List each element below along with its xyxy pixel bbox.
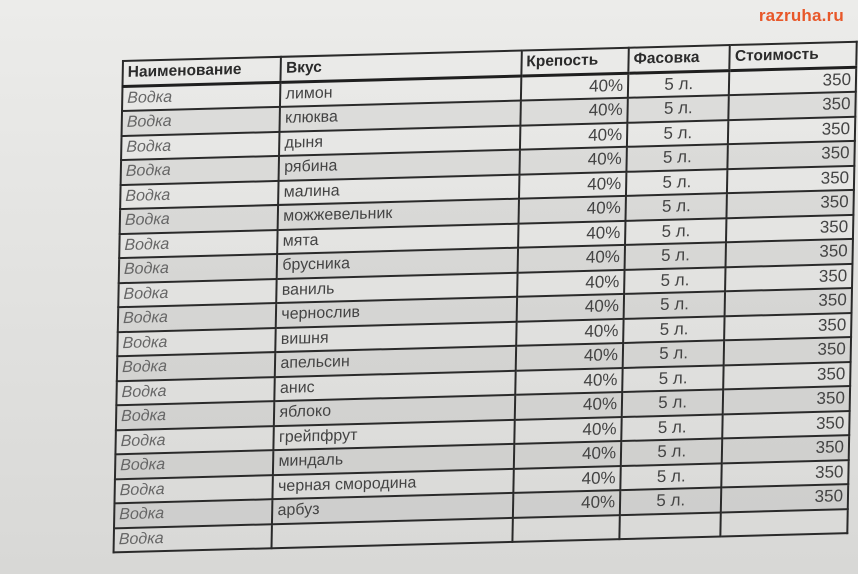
cell-price: 350: [729, 66, 857, 96]
price-list-table: Наименование Вкус Крепость Фасовка Стоим…: [113, 41, 858, 554]
cell-price: 350: [724, 337, 852, 365]
cell-strength: 40%: [515, 342, 624, 371]
cell-package: 5 л.: [627, 70, 730, 98]
header-strength: Крепость: [521, 47, 629, 76]
cell-name: Водка: [113, 523, 273, 553]
cell-price: 350: [724, 312, 852, 341]
cell-package: 5 л.: [625, 193, 728, 221]
cell-package: 5 л.: [624, 266, 726, 294]
header-package: Фасовка: [628, 45, 731, 73]
cell-package: 5 л.: [625, 217, 727, 245]
cell-strength: 40%: [518, 195, 627, 224]
cell-price: 350: [728, 91, 856, 120]
cell-strength: 40%: [513, 441, 622, 469]
cell-strength: 40%: [516, 269, 625, 297]
cell-package: 5 л.: [621, 413, 724, 442]
cell-strength: 40%: [520, 97, 628, 126]
cell-package: 5 л.: [619, 487, 722, 515]
cell-price: 350: [727, 140, 855, 169]
cell-strength: 40%: [513, 465, 621, 493]
cell-package: 5 л.: [623, 315, 725, 343]
cell-price: 350: [721, 459, 849, 488]
cell-price: [720, 508, 848, 537]
cell-price: 350: [724, 287, 853, 316]
cell-package: 5 л.: [620, 438, 723, 466]
cell-strength: 40%: [515, 318, 624, 346]
cell-package: 5 л.: [622, 364, 725, 393]
cell-flavor: [271, 517, 513, 549]
cell-price: 350: [721, 484, 849, 512]
cell-price: 350: [728, 116, 856, 145]
price-list-table-wrapper: Наименование Вкус Крепость Фасовка Стоим…: [113, 41, 858, 554]
cell-strength: [512, 514, 620, 542]
cell-price: 350: [725, 263, 853, 292]
cell-package: 5 л.: [620, 462, 723, 491]
cell-package: 5 л.: [626, 119, 729, 147]
cell-price: 350: [726, 214, 854, 243]
cell-package: 5 л.: [621, 389, 724, 417]
cell-price: 350: [726, 189, 854, 218]
cell-price: 350: [725, 238, 853, 267]
cell-package: 5 л.: [626, 144, 729, 172]
cell-package: 5 л.: [626, 168, 728, 196]
header-price: Стоимость: [729, 41, 857, 71]
cell-price: 350: [727, 165, 855, 194]
cell-strength: 40%: [514, 392, 623, 420]
cell-price: 350: [723, 361, 851, 390]
cell-package: 5 л.: [627, 95, 730, 123]
cell-price: 350: [722, 410, 850, 439]
cell-package: 5 л.: [624, 242, 727, 270]
cell-price: 350: [722, 435, 850, 463]
cell-package: 5 л.: [623, 291, 726, 319]
cell-strength: 40%: [517, 244, 626, 273]
cell-strength: 40%: [517, 220, 626, 248]
cell-strength: 40%: [519, 122, 628, 150]
cell-package: 5 л.: [622, 340, 725, 368]
cell-strength: 40%: [514, 416, 622, 444]
cell-strength: 40%: [518, 171, 627, 199]
cell-strength: 40%: [514, 367, 623, 395]
cell-strength: 40%: [520, 72, 629, 101]
cell-package: [619, 511, 722, 540]
cell-strength: 40%: [512, 490, 621, 518]
cell-price: 350: [723, 386, 851, 414]
watermark: razruha.ru: [758, 6, 844, 25]
cell-strength: 40%: [516, 293, 625, 322]
cell-strength: 40%: [519, 146, 627, 175]
